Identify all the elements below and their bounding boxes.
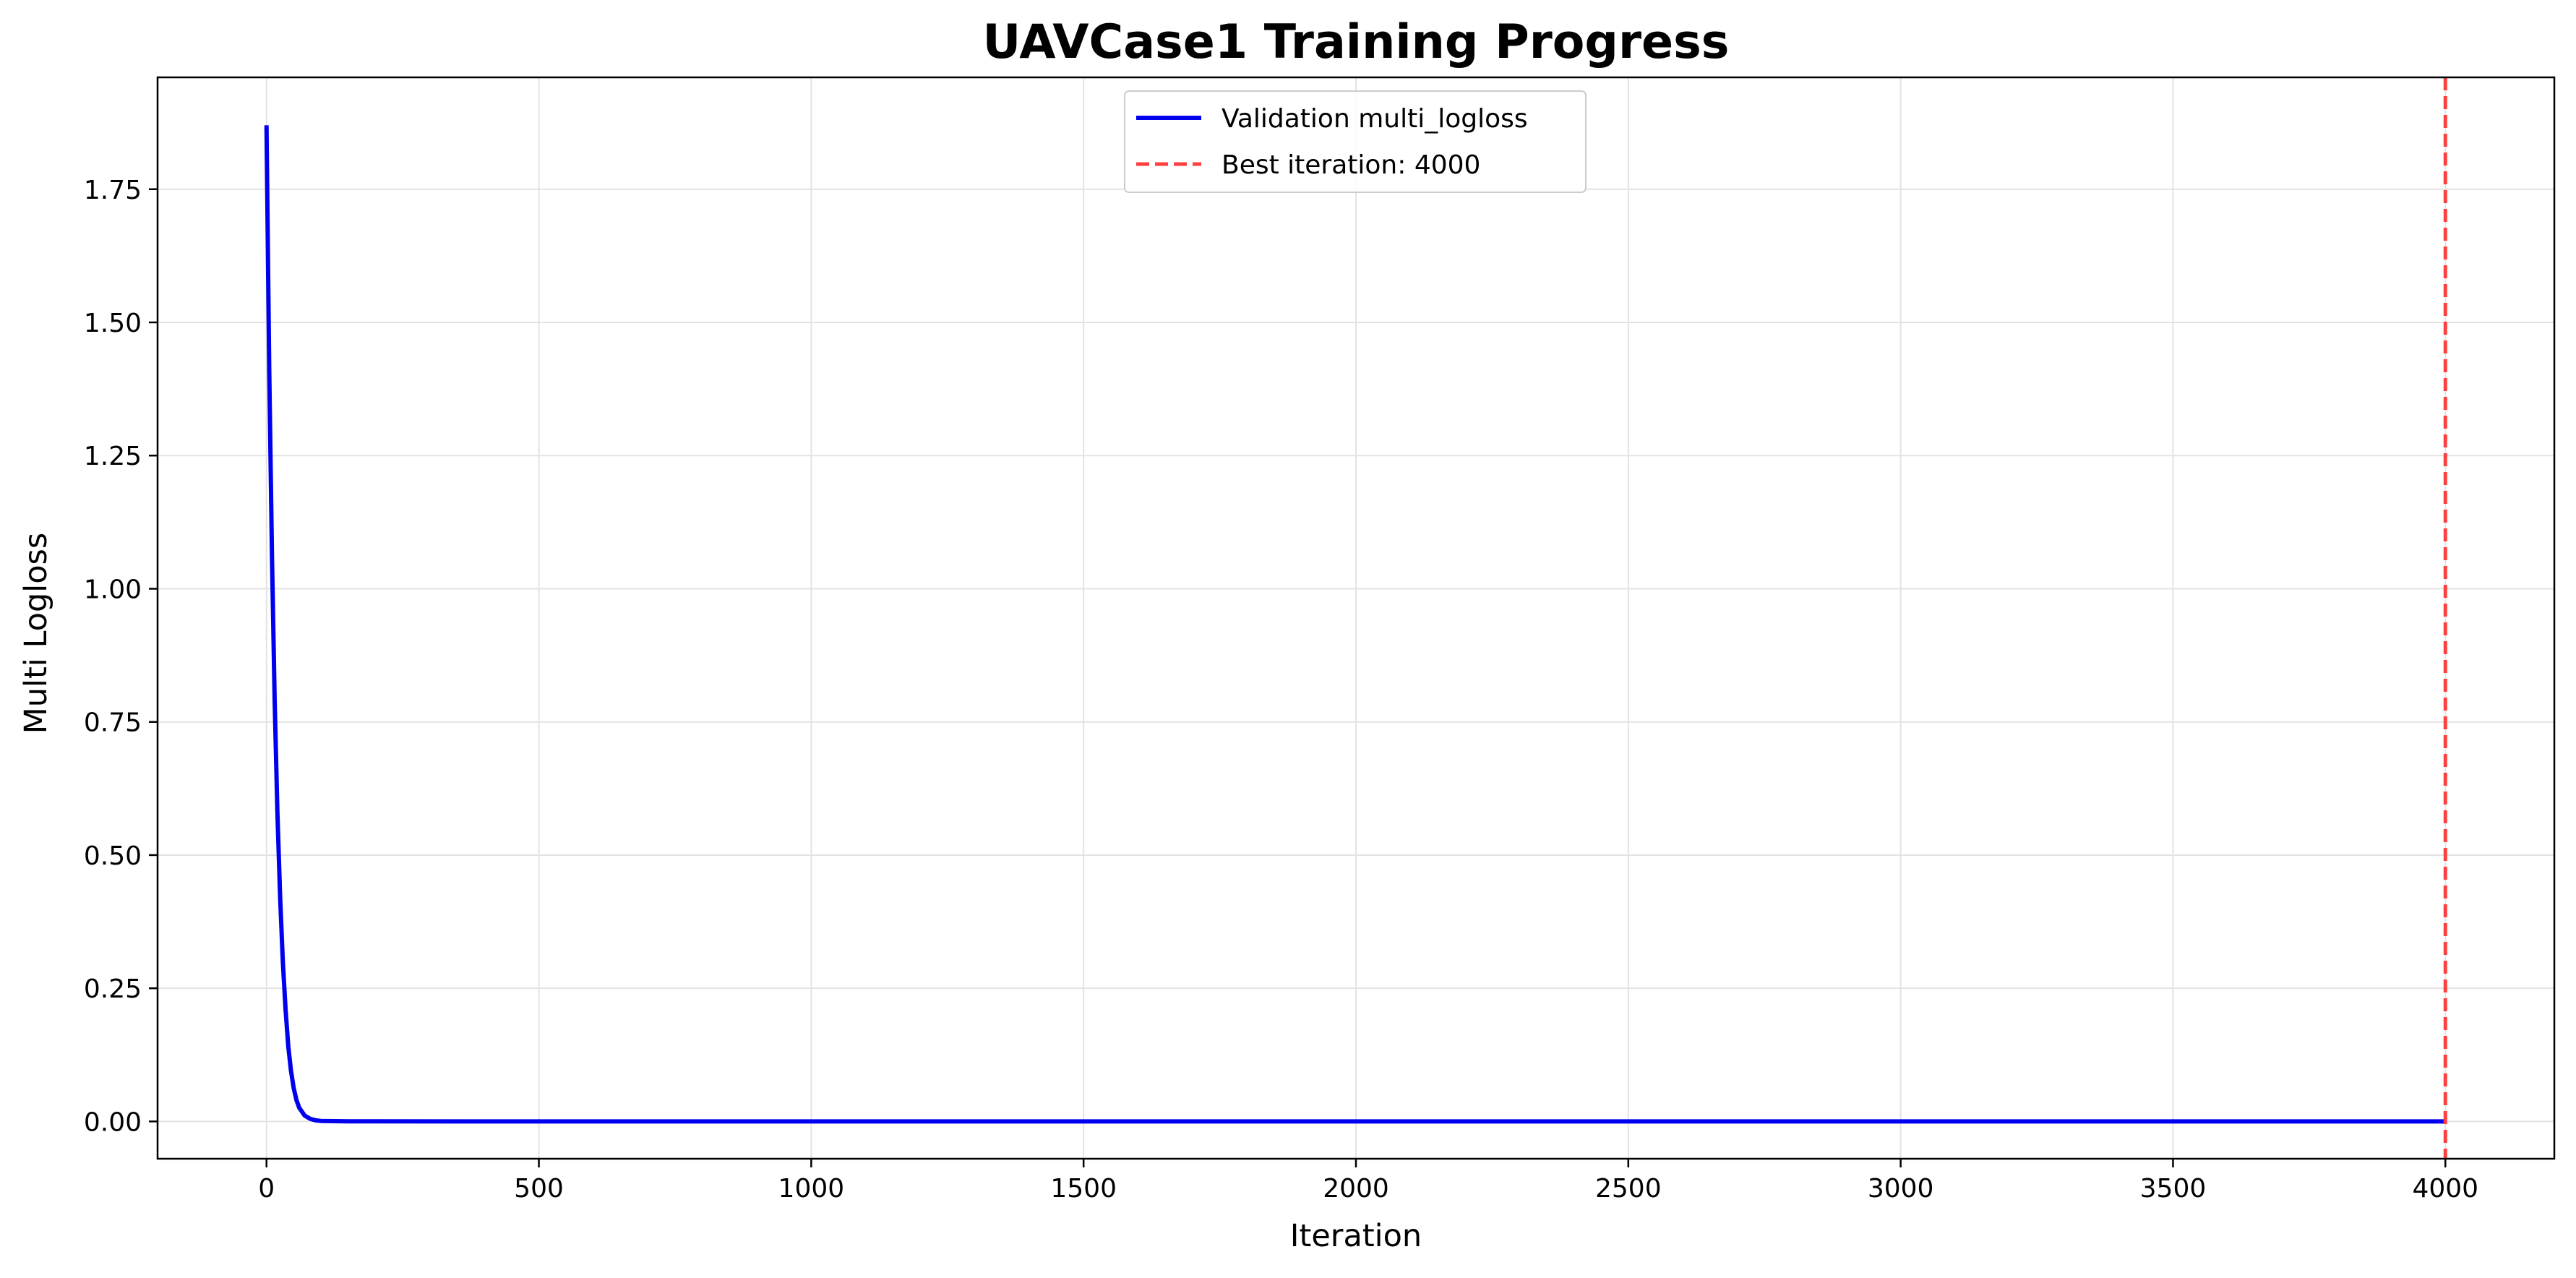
x-tick-label: 2500 xyxy=(1595,1174,1662,1204)
legend-box xyxy=(1124,90,1587,193)
legend-label-best-iteration: Best iteration: 4000 xyxy=(1222,150,1480,180)
y-tick-label: 1.25 xyxy=(84,442,142,471)
x-axis-title: Iteration xyxy=(1290,1218,1422,1254)
y-tick-label: 0.00 xyxy=(84,1107,142,1137)
y-tick-label: 0.75 xyxy=(84,708,142,738)
chart-title: UAVCase1 Training Progress xyxy=(983,15,1730,69)
legend: Validation multi_logloss Best iteration:… xyxy=(1124,90,1587,193)
axis-ticks: 0 500 1000 1500 2000 2500 3000 3500 4000 0.00 0.25… xyxy=(84,176,2478,1204)
x-tick-label: 3000 xyxy=(1868,1174,1934,1204)
x-tick-label: 2000 xyxy=(1323,1174,1389,1204)
y-tick-label: 0.50 xyxy=(84,841,142,871)
y-tick-label: 1.50 xyxy=(84,309,142,338)
y-tick-label: 1.75 xyxy=(84,176,142,205)
y-tick-label: 1.00 xyxy=(84,575,142,604)
x-tick-label: 1000 xyxy=(778,1174,845,1204)
x-tick-label: 4000 xyxy=(2412,1174,2478,1204)
y-axis-title: Multi Logloss xyxy=(18,533,54,734)
y-tick-label: 0.25 xyxy=(84,974,142,1004)
x-tick-label: 500 xyxy=(514,1174,564,1204)
x-tick-label: 3500 xyxy=(2140,1174,2207,1204)
legend-label-validation-multi-logloss: Validation multi_logloss xyxy=(1222,104,1528,134)
x-tick-label: 1500 xyxy=(1050,1174,1117,1204)
plot-area xyxy=(264,77,2447,1159)
series-line-validation-multi-logloss xyxy=(264,125,2446,1124)
x-tick-label: 0 xyxy=(258,1174,275,1204)
